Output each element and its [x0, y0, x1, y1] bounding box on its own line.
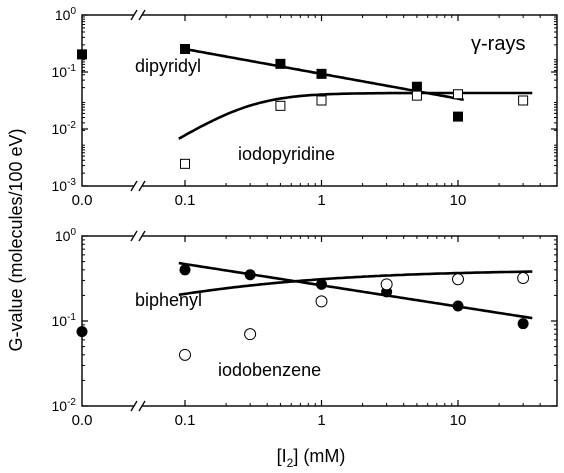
series-label-iodopyridine: iodopyridine [238, 144, 335, 164]
series-biphenyl: biphenyl [76, 261, 533, 338]
fit-line-iodobenzene [178, 270, 533, 297]
data-point [316, 68, 327, 79]
series-label-iodobenzene: iodobenzene [218, 360, 321, 380]
plot-frame [81, 235, 558, 407]
series-label-dipyridyl: dipyridyl [135, 56, 201, 76]
y-tick-label: 10-1 [52, 312, 77, 329]
data-point [452, 273, 464, 286]
series-iodopyridine: iodopyridine [178, 89, 533, 169]
data-point [179, 348, 191, 361]
data-point [411, 81, 422, 92]
data-point [316, 95, 327, 106]
data-point [517, 272, 530, 285]
data-point [275, 100, 286, 111]
x-tick-label: 0.0 [72, 412, 93, 429]
data-point [244, 269, 256, 281]
data-point [518, 95, 529, 106]
series-iodobenzene: iodobenzene [178, 270, 533, 380]
data-point [77, 49, 87, 60]
panel-top: 0.0 0.1 1 10 100 10-1 10-2 10-3 dipyridyl iodopyr… [52, 6, 558, 209]
series-dipyridyl: dipyridyl [77, 44, 464, 122]
x-axis-label: [I2] (mM) [277, 446, 346, 470]
axis-break-mark [138, 400, 146, 412]
x-tick-label: 10 [450, 412, 467, 429]
y-tick-label: 100 [55, 227, 77, 244]
x-tick-label: 10 [450, 192, 467, 209]
data-point [411, 90, 422, 101]
axis-break-mark [130, 230, 138, 242]
panel-bottom: 0.0 0.1 1 10 100 10-1 10-2 biphenyl iodobenzene [52, 227, 558, 429]
fit-line-biphenyl [178, 261, 533, 320]
data-point [316, 278, 327, 290]
data-point [180, 158, 190, 169]
data-point [180, 44, 190, 55]
data-point [76, 326, 88, 338]
y-tick-label: 100 [55, 6, 77, 23]
y-tick-label: 10-2 [52, 397, 77, 414]
axis-break-mark [138, 180, 146, 192]
data-point [380, 278, 393, 291]
data-point [517, 318, 529, 330]
x-tick-label: 0.0 [72, 192, 93, 209]
data-point [244, 328, 257, 341]
x-tick-label: 0.1 [175, 192, 196, 209]
data-point [275, 58, 286, 69]
axis-break-mark [130, 180, 138, 192]
axis-break-mark [138, 230, 146, 242]
axis-break-mark [130, 9, 138, 21]
x-tick-label: 1 [317, 412, 325, 429]
x-tick-label: 0.1 [175, 412, 196, 429]
data-point [315, 295, 328, 308]
y-tick-label: 10-3 [52, 177, 77, 194]
y-tick-label: 10-1 [52, 63, 77, 80]
x-tick-label: 1 [317, 192, 325, 209]
plot-frame [81, 14, 558, 187]
data-point [452, 300, 464, 312]
axis-break-mark [138, 9, 146, 21]
axis-break-mark [130, 400, 138, 412]
fit-line-iodopyridine [178, 91, 533, 140]
y-tick-label: 10-2 [52, 120, 77, 137]
data-point [179, 264, 191, 276]
annotation-gamma-rays: γ-rays [471, 33, 525, 55]
data-point [453, 89, 463, 100]
y-axis-label: G-value (molecules/100 eV) [6, 128, 26, 351]
data-point [453, 111, 463, 122]
